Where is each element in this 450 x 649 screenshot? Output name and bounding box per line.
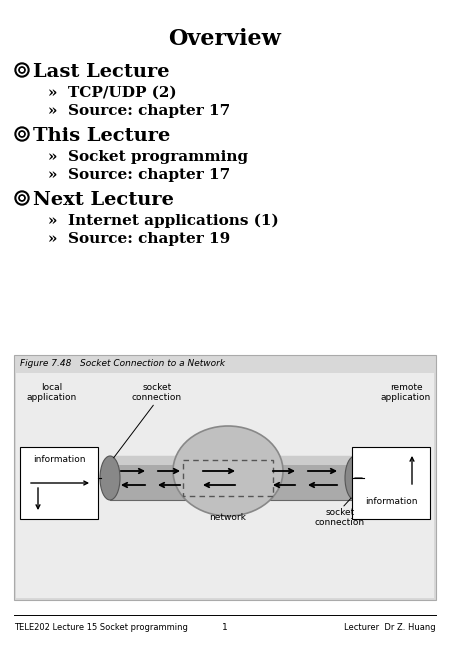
Bar bbox=[20, 447, 98, 519]
Text: Figure 7.48   Socket Connection to a Network: Figure 7.48 Socket Connection to a Netwo… bbox=[20, 359, 225, 368]
Text: 1: 1 bbox=[222, 624, 228, 633]
Text: information: information bbox=[33, 455, 85, 464]
Text: »  Source: chapter 17: » Source: chapter 17 bbox=[48, 104, 230, 118]
Circle shape bbox=[19, 67, 25, 73]
Bar bbox=[110, 456, 355, 500]
Text: information: information bbox=[365, 497, 417, 506]
Text: »  Socket programming: » Socket programming bbox=[48, 150, 248, 164]
Circle shape bbox=[21, 197, 23, 199]
Circle shape bbox=[15, 63, 29, 77]
Circle shape bbox=[15, 191, 29, 205]
Circle shape bbox=[21, 132, 23, 136]
Text: »  TCP/UDP (2): » TCP/UDP (2) bbox=[48, 86, 176, 100]
Ellipse shape bbox=[100, 456, 120, 500]
Circle shape bbox=[21, 69, 23, 71]
Circle shape bbox=[19, 131, 25, 137]
Text: local
application: local application bbox=[27, 383, 77, 402]
Circle shape bbox=[17, 129, 27, 139]
Text: »  Internet applications (1): » Internet applications (1) bbox=[48, 214, 279, 228]
Bar bbox=[16, 373, 434, 598]
Text: socket
connection: socket connection bbox=[132, 383, 182, 402]
Bar bbox=[352, 447, 430, 519]
Text: Next Lecture: Next Lecture bbox=[33, 191, 174, 209]
Bar bbox=[183, 460, 273, 496]
Text: remote
application: remote application bbox=[381, 383, 431, 402]
Text: Overview: Overview bbox=[169, 28, 281, 50]
Text: TELE202 Lecture 15 Socket programming: TELE202 Lecture 15 Socket programming bbox=[14, 624, 188, 633]
Circle shape bbox=[19, 195, 25, 201]
Text: socket
connection: socket connection bbox=[315, 508, 365, 528]
Text: Last Lecture: Last Lecture bbox=[33, 63, 170, 81]
Text: Lecturer  Dr Z. Huang: Lecturer Dr Z. Huang bbox=[344, 624, 436, 633]
Text: This Lecture: This Lecture bbox=[33, 127, 170, 145]
Circle shape bbox=[17, 65, 27, 75]
Bar bbox=[14, 355, 436, 600]
Text: »  Source: chapter 19: » Source: chapter 19 bbox=[48, 232, 230, 246]
Ellipse shape bbox=[345, 456, 365, 500]
Text: »  Source: chapter 17: » Source: chapter 17 bbox=[48, 168, 230, 182]
Circle shape bbox=[15, 127, 29, 141]
Text: network: network bbox=[210, 513, 247, 522]
Ellipse shape bbox=[173, 426, 283, 516]
Bar bbox=[110, 456, 355, 465]
Circle shape bbox=[17, 193, 27, 203]
